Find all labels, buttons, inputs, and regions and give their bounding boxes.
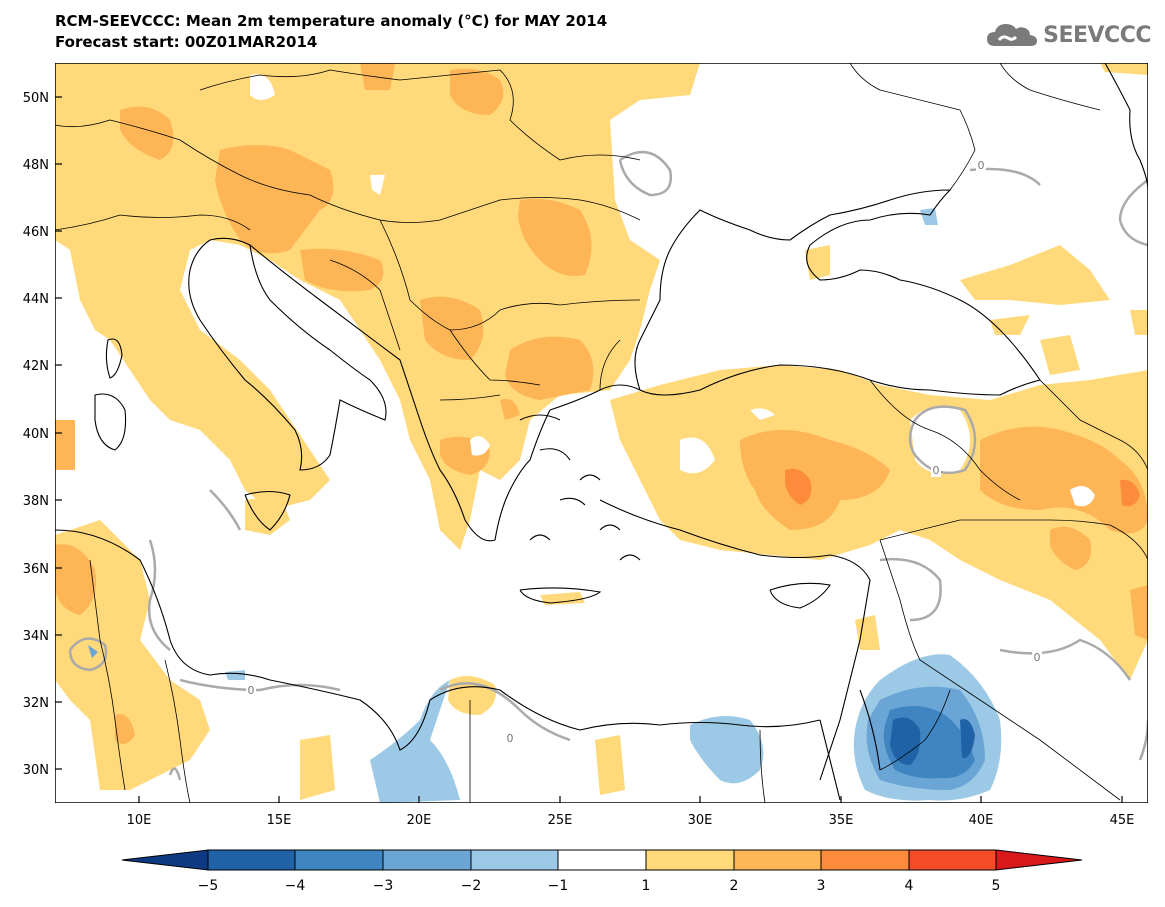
- lat-label: 46N: [23, 225, 49, 240]
- lat-label: 40N: [23, 427, 49, 442]
- lat-label: 44N: [23, 292, 49, 307]
- colorbar-segment: [557, 849, 647, 871]
- colorbar-segment: [207, 849, 296, 871]
- anomaly-field: 0 0 0 0 0: [55, 63, 1148, 803]
- zero-contours: [68, 150, 1148, 781]
- lat-label: 48N: [23, 158, 49, 173]
- latitude-labels: 50N 48N 46N 44N 42N 40N 38N 36N 34N 32N …: [23, 91, 49, 778]
- cold-region-libya: [370, 680, 460, 803]
- coastlines: [55, 63, 1148, 801]
- colorbar-label: 5: [992, 878, 1001, 894]
- logo-text: SEEVCCC: [1043, 22, 1151, 48]
- colorbar: [121, 849, 1083, 871]
- colorbar-segment: [645, 849, 735, 871]
- cloud-icon: [987, 24, 1038, 46]
- colorbar-segment: [470, 849, 559, 871]
- lon-label: 25E: [548, 813, 573, 828]
- colorbar-segment: [733, 849, 822, 871]
- colorbar-labels: −5 −4 −3 −2 −1 1 2 3 4 5: [198, 878, 1001, 894]
- forecast-start-subtitle: Forecast start: 00Z01MAR2014: [55, 33, 318, 51]
- seevccc-logo: SEEVCCC: [985, 20, 1151, 50]
- colorbar-label: 4: [905, 878, 914, 894]
- colorbar-label: −3: [373, 878, 394, 894]
- lon-label: 45E: [1110, 813, 1135, 828]
- anomaly-3-4-patches: [785, 468, 1140, 507]
- lat-label: 42N: [23, 359, 49, 374]
- colorbar-segment: [294, 849, 384, 871]
- lon-label: 20E: [407, 813, 432, 828]
- lat-label: 36N: [23, 562, 49, 577]
- colorbar-arrow-low: [121, 849, 209, 871]
- contour-label: 0: [933, 464, 940, 477]
- lat-label: 34N: [23, 629, 49, 644]
- lat-label: 30N: [23, 763, 49, 778]
- lon-label: 10E: [127, 813, 152, 828]
- lon-label: 30E: [688, 813, 713, 828]
- country-borders: [55, 63, 1148, 803]
- contour-label: 0: [507, 732, 514, 745]
- lon-label: 35E: [829, 813, 854, 828]
- lat-label: 32N: [23, 696, 49, 711]
- colorbar-label: 1: [642, 878, 651, 894]
- anomaly-2-3-patches: [55, 63, 1148, 744]
- lon-label: 40E: [969, 813, 994, 828]
- lat-label: 50N: [23, 91, 49, 106]
- lon-label: 15E: [267, 813, 292, 828]
- colorbar-segment: [820, 849, 910, 871]
- colorbar-label: 3: [817, 878, 826, 894]
- colorbar-label: −4: [285, 878, 306, 894]
- colorbar-segment: [382, 849, 472, 871]
- contour-label: 0: [248, 684, 255, 697]
- axis-ticks: [55, 96, 1123, 803]
- colorbar-label: −5: [198, 878, 219, 894]
- colorbar-label: −1: [548, 878, 569, 894]
- map-title: RCM-SEEVCCC: Mean 2m temperature anomaly…: [55, 12, 608, 30]
- contour-label: 0: [978, 159, 985, 172]
- lat-label: 38N: [23, 494, 49, 509]
- longitude-labels: 10E 15E 20E 25E 30E 35E 40E 45E: [127, 813, 1135, 828]
- colorbar-arrow-high: [995, 849, 1083, 871]
- colorbar-label: 2: [730, 878, 739, 894]
- colorbar-label: −2: [461, 878, 482, 894]
- colorbar-segment: [908, 849, 997, 871]
- contour-label: 0: [1034, 651, 1041, 664]
